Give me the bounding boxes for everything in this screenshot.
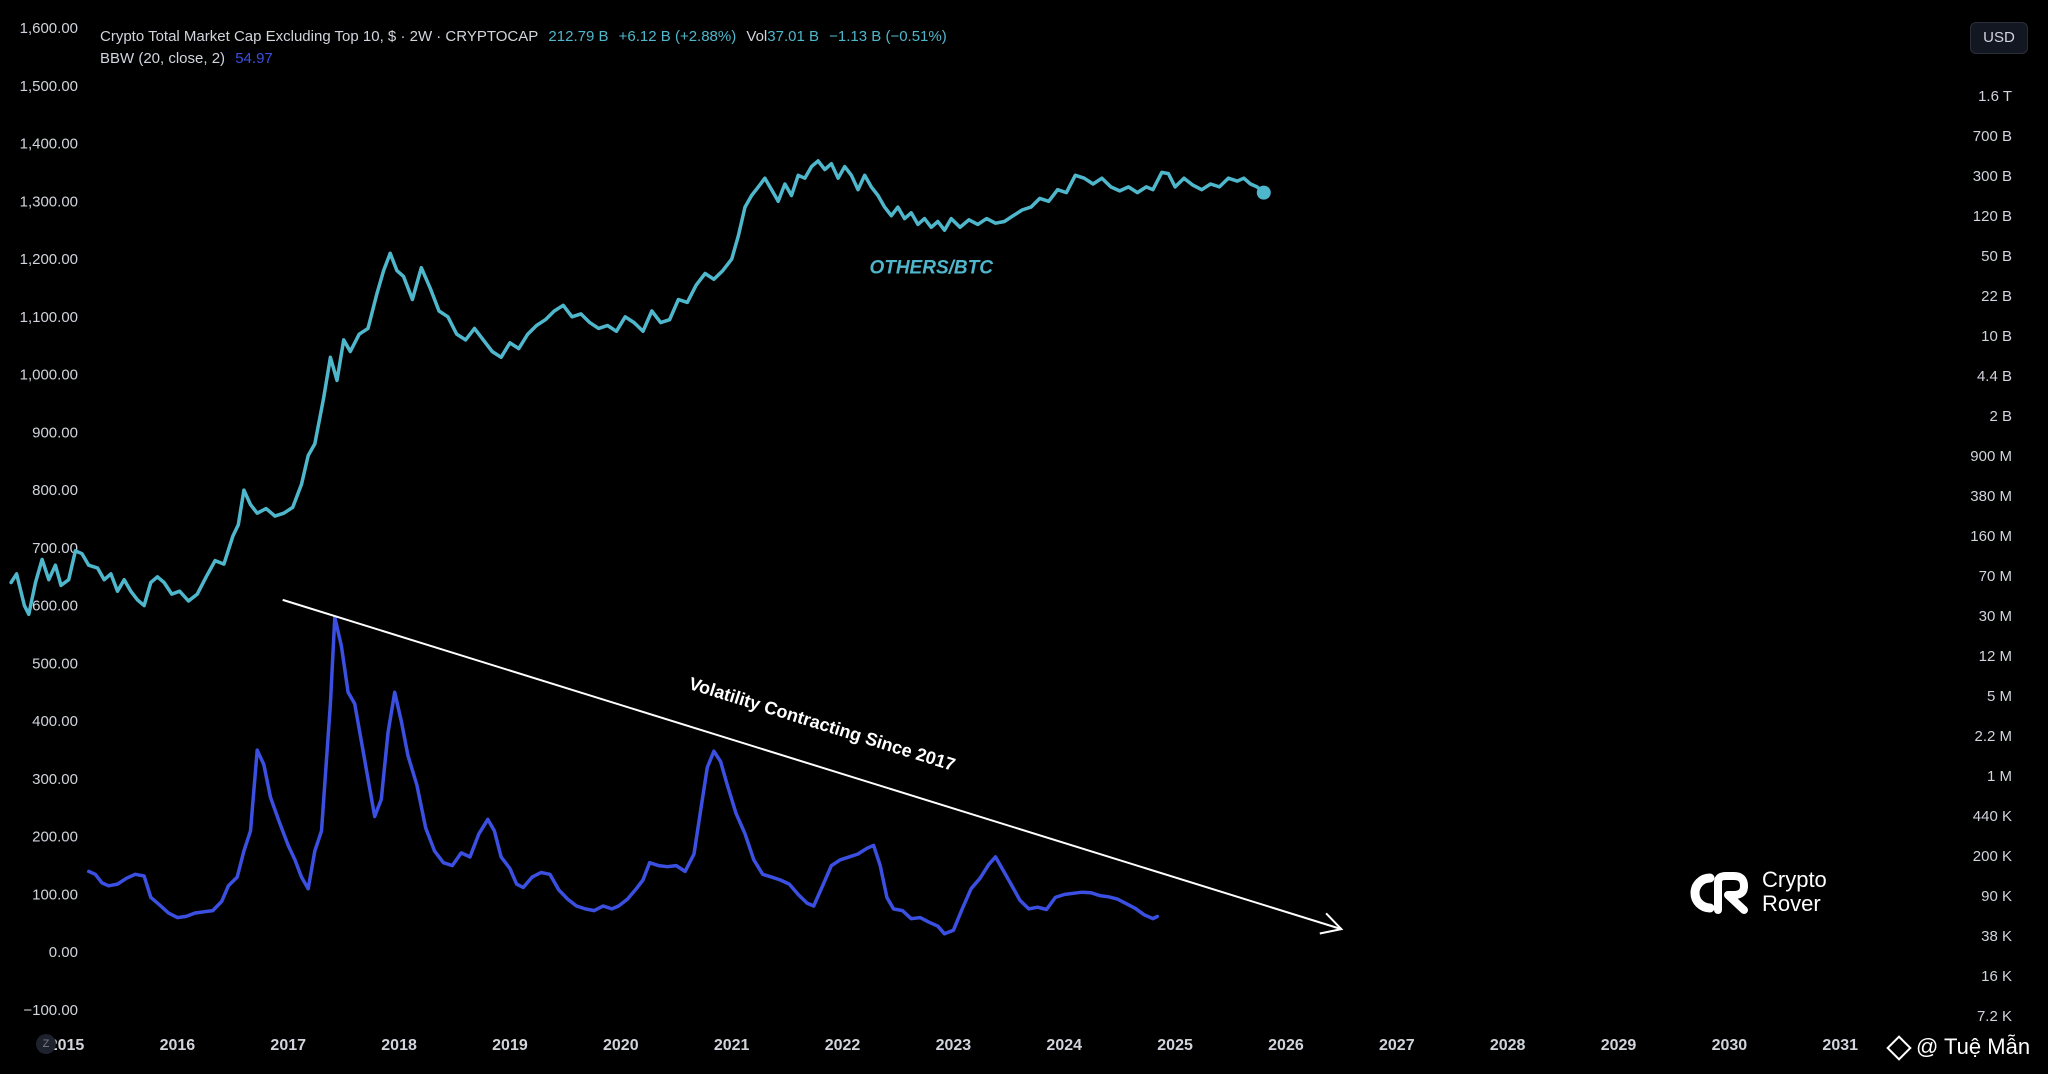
time-axis-tick-label: 2029 <box>1601 1037 1637 1054</box>
brand-name-line2: Rover <box>1762 891 1821 916</box>
series-layer <box>9 159 1271 936</box>
brand-name: Crypto Rover <box>1762 868 1852 916</box>
right-axis-tick-label: 70 M <box>1979 568 2012 585</box>
right-axis-tick-label: 160 M <box>1970 528 2012 545</box>
time-axis-tick-label: 2020 <box>603 1037 639 1054</box>
others-btc-line <box>9 159 1266 617</box>
time-axis-tick-label: 2019 <box>492 1037 528 1054</box>
left-axis-tick-label: 400.00 <box>32 713 78 730</box>
z-badge[interactable]: Z <box>36 1034 56 1054</box>
right-axis-tick-label: 12 M <box>1979 648 2012 665</box>
legend-indicator-row: BBW (20, close, 2) 54.97 <box>100 48 953 70</box>
left-axis-tick-label: 200.00 <box>32 829 78 846</box>
right-axis-tick-label: 200 K <box>1973 848 2012 865</box>
bbw-line <box>86 615 1160 936</box>
left-axis-tick-label: 900.00 <box>32 424 78 441</box>
binance-icon <box>1886 1035 1912 1061</box>
trend-layer <box>282 598 1344 935</box>
others-btc-last-point <box>1256 185 1271 200</box>
left-axis-tick-label: 100.00 <box>32 886 78 903</box>
volume-label: Vol <box>746 28 768 45</box>
left-axis-tick-label: 1,300.00 <box>20 193 78 210</box>
right-axis-tick-label: 38 K <box>1981 928 2012 945</box>
left-axis-tick-label: 500.00 <box>32 655 78 672</box>
volatility-trend-line <box>282 598 1342 931</box>
right-axis-tick-label: 4.4 B <box>1977 368 2012 385</box>
left-axis-tick-label: 1,000.00 <box>20 367 78 384</box>
left-axis-tick-label: 1,400.00 <box>20 136 78 153</box>
right-axis-tick-label: 440 K <box>1973 808 2012 825</box>
right-axis-tick-label: 300 B <box>1973 168 2012 185</box>
left-axis-tick-label: 700.00 <box>32 540 78 557</box>
right-axis-tick-label: 30 M <box>1979 608 2012 625</box>
left-axis-tick-label: 300.00 <box>32 771 78 788</box>
legend-main-row: Crypto Total Market Cap Excluding Top 10… <box>100 26 953 48</box>
right-axis-tick-label: 90 K <box>1981 888 2012 905</box>
right-axis-tick-label: 2 B <box>1989 408 2012 425</box>
time-axis-tick-label: 2031 <box>1822 1037 1858 1054</box>
left-axis-tick-label: 1,600.00 <box>20 20 78 37</box>
left-axis-tick-label: 0.00 <box>49 944 78 961</box>
annotation-layer: OTHERS/BTC Volatility Contracting Since 2… <box>687 258 994 775</box>
right-axis-tick-label: 2.2 M <box>1974 728 2012 745</box>
right-axis-tick-label: 22 B <box>1981 288 2012 305</box>
right-axis-tick-label: 7.2 K <box>1977 1008 2012 1025</box>
left-axis-tick-label: 600.00 <box>32 598 78 615</box>
time-axis-tick-label: 2026 <box>1268 1037 1304 1054</box>
brand-name-line1: Crypto <box>1762 867 1827 892</box>
time-axis-tick-label: 2023 <box>936 1037 972 1054</box>
volume-change: −1.13 B (−0.51%) <box>829 28 947 45</box>
indicator-title[interactable]: BBW (20, close, 2) <box>100 50 226 67</box>
time-axis-tick-label: 2030 <box>1712 1037 1748 1054</box>
time-axis-tick-label: 2024 <box>1046 1037 1082 1054</box>
time-axis-tick-label: 2025 <box>1157 1037 1193 1054</box>
time-axis-tick-label: 2018 <box>381 1037 417 1054</box>
right-axis-tick-label: 900 M <box>1970 448 2012 465</box>
right-axis-tick-label: 700 B <box>1973 128 2012 145</box>
currency-button[interactable]: USD <box>1970 22 2028 54</box>
indicator-value: 54.97 <box>235 50 273 67</box>
chart-legend: Crypto Total Market Cap Excluding Top 10… <box>100 26 953 70</box>
author-watermark: @ Tuệ Mẫn <box>1886 1034 2031 1061</box>
others-btc-annotation: OTHERS/BTC <box>869 258 993 279</box>
time-axis-tick-label: 2028 <box>1490 1037 1526 1054</box>
time-axis-tick-label: 2016 <box>160 1037 196 1054</box>
symbol-title[interactable]: Crypto Total Market Cap Excluding Top 10… <box>100 28 539 45</box>
price-change: +6.12 B (+2.88%) <box>618 28 737 45</box>
right-axis-tick-label: 1 M <box>1987 768 2012 785</box>
right-axis-tick-label: 50 B <box>1981 248 2012 265</box>
left-axis-tick-label: 1,500.00 <box>20 78 78 95</box>
left-axis-tick-label: 800.00 <box>32 482 78 499</box>
left-axis-tick-label: −100.00 <box>23 1002 78 1019</box>
volume-value: 37.01 B <box>767 28 819 45</box>
time-axis-tick-label: 2015 <box>49 1037 85 1054</box>
right-axis-tick-label: 10 B <box>1981 328 2012 345</box>
time-axis-tick-label: 2017 <box>270 1037 306 1054</box>
brand-watermark: Crypto Rover <box>1684 868 1844 918</box>
crypto-rover-logo-icon <box>1690 872 1748 914</box>
right-axis-tick-label: 16 K <box>1981 968 2012 985</box>
trend-arrow-head <box>1319 912 1344 935</box>
right-axis-tick-label: 1.6 T <box>1978 88 2012 105</box>
author-name: @ Tuệ Mẫn <box>1916 1034 2031 1059</box>
left-price-axis[interactable]: 1,600.00 1,500.00 1,400.00 1,300.00 1,200.00… <box>20 20 78 1019</box>
time-axis[interactable]: 2015 2016 2017 2018 2019 2020 2021 2022 2023 2024… <box>49 1037 1858 1054</box>
time-axis-tick-label: 2027 <box>1379 1037 1415 1054</box>
right-log-axis[interactable]: 1.6 T 700 B 300 B 120 B 50 B 22 B 10 B 4.4 B 2 B… <box>1970 88 2012 1025</box>
right-axis-tick-label: 5 M <box>1987 688 2012 705</box>
right-axis-tick-label: 380 M <box>1970 488 2012 505</box>
volatility-annotation: Volatility Contracting Since 2017 <box>687 673 958 775</box>
time-axis-tick-label: 2021 <box>714 1037 750 1054</box>
right-axis-tick-label: 120 B <box>1973 208 2012 225</box>
last-price: 212.79 B <box>548 28 609 45</box>
left-axis-tick-label: 1,100.00 <box>20 309 78 326</box>
left-axis-tick-label: 1,200.00 <box>20 251 78 268</box>
time-axis-tick-label: 2022 <box>825 1037 861 1054</box>
